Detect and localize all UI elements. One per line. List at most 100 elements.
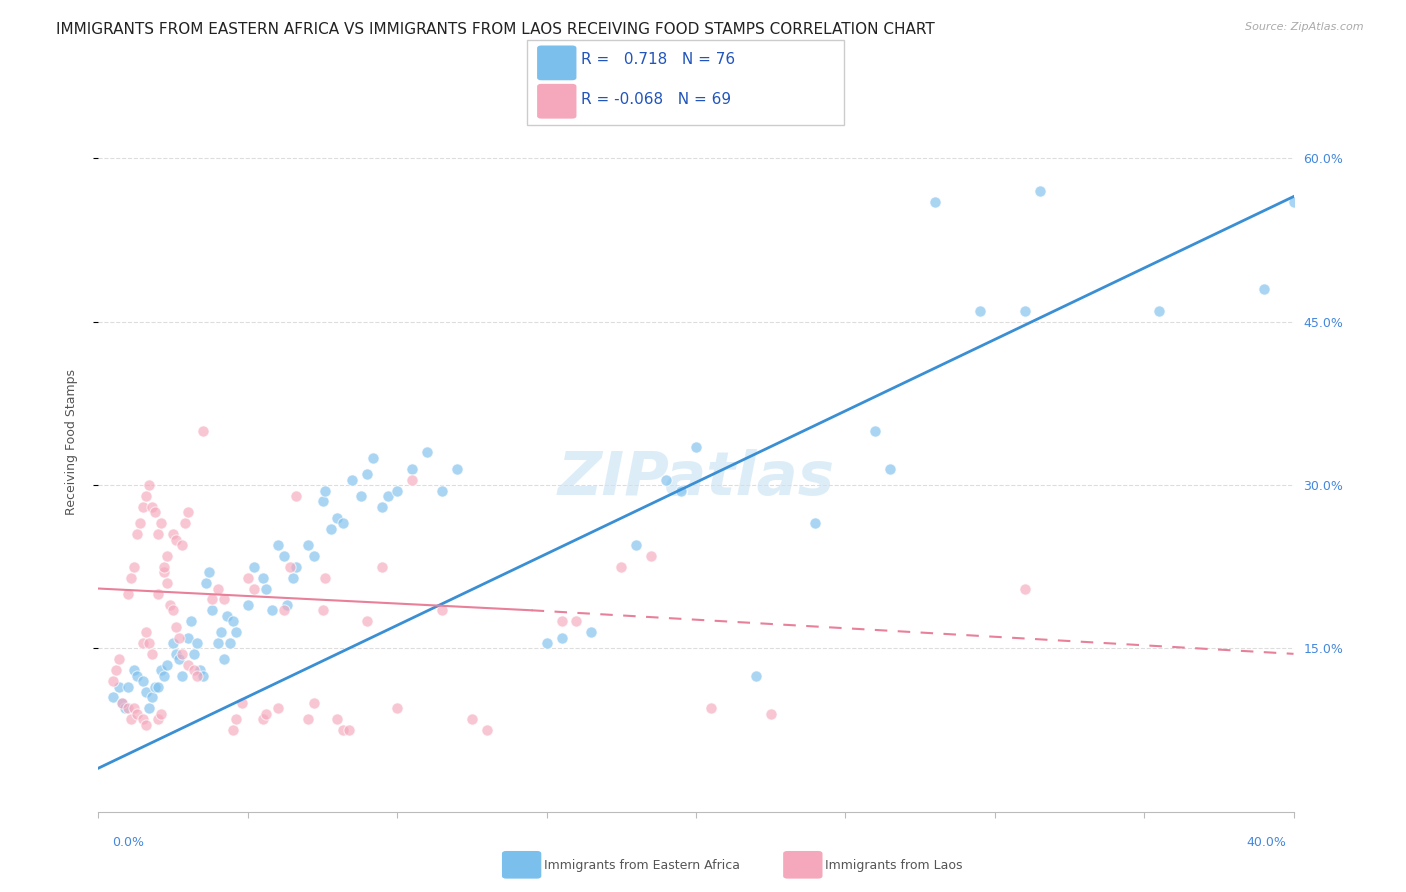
Point bbox=[430, 603, 453, 617]
Point bbox=[700, 701, 723, 715]
Point bbox=[148, 680, 170, 694]
Point bbox=[219, 636, 242, 650]
Point bbox=[550, 631, 572, 645]
Point bbox=[222, 723, 245, 737]
Point bbox=[114, 701, 136, 715]
Point bbox=[120, 571, 142, 585]
Point bbox=[138, 478, 160, 492]
Point bbox=[302, 696, 325, 710]
Point bbox=[156, 657, 179, 672]
Point bbox=[342, 473, 364, 487]
Point bbox=[111, 696, 134, 710]
Point bbox=[267, 701, 290, 715]
Point bbox=[475, 723, 498, 737]
Point bbox=[804, 516, 827, 531]
Point bbox=[550, 614, 572, 628]
Point bbox=[879, 462, 901, 476]
Point bbox=[195, 576, 218, 591]
Point bbox=[685, 440, 707, 454]
Point bbox=[159, 598, 181, 612]
Point bbox=[254, 582, 277, 596]
Point bbox=[156, 549, 179, 563]
Point bbox=[252, 712, 274, 726]
Point bbox=[108, 680, 131, 694]
Point bbox=[172, 668, 194, 682]
Point bbox=[156, 576, 179, 591]
Point bbox=[177, 657, 200, 672]
Point bbox=[165, 647, 187, 661]
Point bbox=[1253, 282, 1275, 296]
Point bbox=[135, 489, 157, 503]
Point bbox=[969, 304, 991, 318]
Point bbox=[371, 500, 394, 514]
Point bbox=[212, 592, 235, 607]
Point bbox=[640, 549, 662, 563]
Point bbox=[284, 559, 307, 574]
Point bbox=[236, 598, 259, 612]
Point bbox=[745, 668, 768, 682]
Point bbox=[326, 712, 349, 726]
Point bbox=[215, 608, 238, 623]
Point bbox=[165, 619, 187, 633]
Point bbox=[254, 706, 277, 721]
Point bbox=[148, 527, 170, 541]
Text: R = -0.068   N = 69: R = -0.068 N = 69 bbox=[581, 93, 731, 107]
Point bbox=[127, 706, 149, 721]
Text: 40.0%: 40.0% bbox=[1247, 837, 1286, 849]
Text: 0.0%: 0.0% bbox=[112, 837, 145, 849]
Point bbox=[177, 505, 200, 519]
Point bbox=[135, 685, 157, 699]
Point bbox=[222, 614, 245, 628]
Point bbox=[172, 538, 194, 552]
Point bbox=[127, 527, 149, 541]
Point bbox=[148, 712, 170, 726]
Point bbox=[1014, 582, 1036, 596]
Point bbox=[201, 603, 224, 617]
Point bbox=[129, 516, 152, 531]
Point bbox=[461, 712, 484, 726]
Point bbox=[356, 614, 378, 628]
Point bbox=[153, 559, 176, 574]
Point bbox=[132, 636, 155, 650]
Point bbox=[117, 587, 139, 601]
Point bbox=[339, 723, 361, 737]
Point bbox=[103, 690, 125, 705]
Point bbox=[135, 625, 157, 640]
Point bbox=[865, 424, 887, 438]
Point bbox=[356, 467, 378, 482]
Point bbox=[321, 522, 343, 536]
Text: R =   0.718   N = 76: R = 0.718 N = 76 bbox=[581, 53, 735, 67]
Point bbox=[281, 571, 304, 585]
Point bbox=[1282, 194, 1305, 209]
Point bbox=[132, 674, 155, 689]
Point bbox=[363, 450, 385, 465]
Point bbox=[180, 614, 202, 628]
Point bbox=[759, 706, 782, 721]
Point bbox=[1014, 304, 1036, 318]
Point bbox=[153, 565, 176, 579]
Point bbox=[153, 668, 176, 682]
Point bbox=[167, 631, 190, 645]
Point bbox=[243, 582, 266, 596]
Text: Source: ZipAtlas.com: Source: ZipAtlas.com bbox=[1246, 22, 1364, 32]
Point bbox=[401, 462, 423, 476]
Point bbox=[141, 500, 163, 514]
Point bbox=[188, 663, 211, 677]
Point bbox=[143, 505, 166, 519]
Point bbox=[276, 598, 298, 612]
Point bbox=[326, 510, 349, 524]
Point bbox=[120, 712, 142, 726]
Point bbox=[165, 533, 187, 547]
Point bbox=[150, 516, 173, 531]
Point bbox=[311, 603, 333, 617]
Point bbox=[243, 559, 266, 574]
Point bbox=[446, 462, 468, 476]
Point bbox=[141, 690, 163, 705]
Point bbox=[183, 647, 205, 661]
Point bbox=[174, 516, 197, 531]
Point bbox=[297, 712, 319, 726]
Point bbox=[209, 625, 232, 640]
Point bbox=[212, 652, 235, 666]
Point bbox=[332, 516, 354, 531]
Point bbox=[626, 538, 648, 552]
